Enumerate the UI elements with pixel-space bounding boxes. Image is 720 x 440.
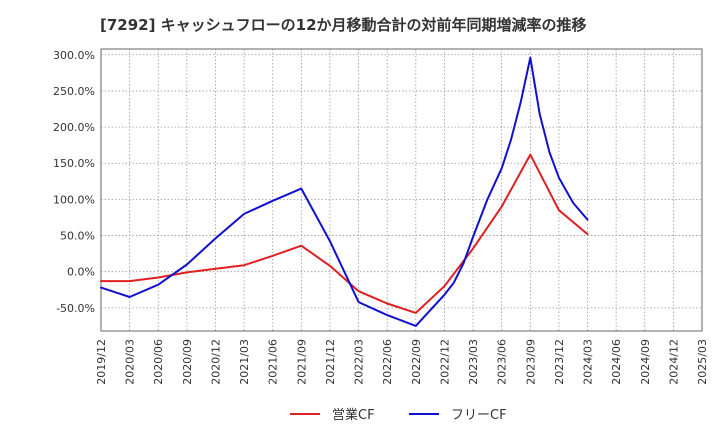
x-tick-label: 2024/06 bbox=[610, 339, 623, 385]
legend-label: フリーCF bbox=[451, 408, 507, 423]
x-tick-label: 2024/09 bbox=[639, 339, 652, 385]
x-tick-label: 2021/03 bbox=[238, 339, 251, 385]
x-tick-label: 2023/03 bbox=[467, 339, 480, 385]
x-tick-label: 2022/06 bbox=[381, 339, 394, 385]
y-tick-label: 300.0% bbox=[53, 49, 95, 62]
x-tick-label: 2021/09 bbox=[295, 339, 308, 385]
y-tick-label: 50.0% bbox=[60, 230, 95, 243]
x-tick-label: 2021/12 bbox=[324, 339, 337, 385]
y-tick-label: 200.0% bbox=[53, 121, 95, 134]
x-tick-label: 2022/09 bbox=[410, 339, 423, 385]
x-tick-label: 2020/09 bbox=[181, 339, 194, 385]
plot-area bbox=[101, 49, 702, 331]
x-tick-label: 2020/06 bbox=[152, 339, 165, 385]
y-tick-label: 150.0% bbox=[53, 157, 95, 170]
x-tick-label: 2024/12 bbox=[667, 339, 680, 385]
series-line-1 bbox=[100, 153, 589, 314]
y-tick-label: -50.0% bbox=[56, 302, 95, 315]
x-tick-label: 2023/09 bbox=[524, 339, 537, 385]
chart-title: [7292] キャッシュフローの12か月移動合計の対前年同期増減率の推移 bbox=[100, 16, 587, 34]
x-tick-label: 2022/12 bbox=[438, 339, 451, 385]
plot-border bbox=[100, 48, 703, 332]
x-tick-label: 2022/03 bbox=[353, 339, 366, 385]
x-tick-label: 2020/03 bbox=[124, 339, 137, 385]
x-tick-label: 2023/12 bbox=[553, 339, 566, 385]
legend-label: 営業CF bbox=[332, 407, 375, 423]
y-tick-label: 0.0% bbox=[67, 266, 95, 279]
x-tick-label: 2025/03 bbox=[696, 339, 709, 385]
series-line-2 bbox=[100, 56, 589, 327]
y-tick-label: 250.0% bbox=[53, 85, 95, 98]
x-tick-label: 2024/03 bbox=[582, 339, 595, 385]
x-tick-label: 2023/06 bbox=[496, 339, 509, 385]
x-tick-label: 2019/12 bbox=[95, 339, 108, 385]
x-tick-label: 2021/06 bbox=[267, 339, 280, 385]
x-tick-label: 2020/12 bbox=[209, 339, 222, 385]
y-tick-label: 100.0% bbox=[53, 193, 95, 206]
